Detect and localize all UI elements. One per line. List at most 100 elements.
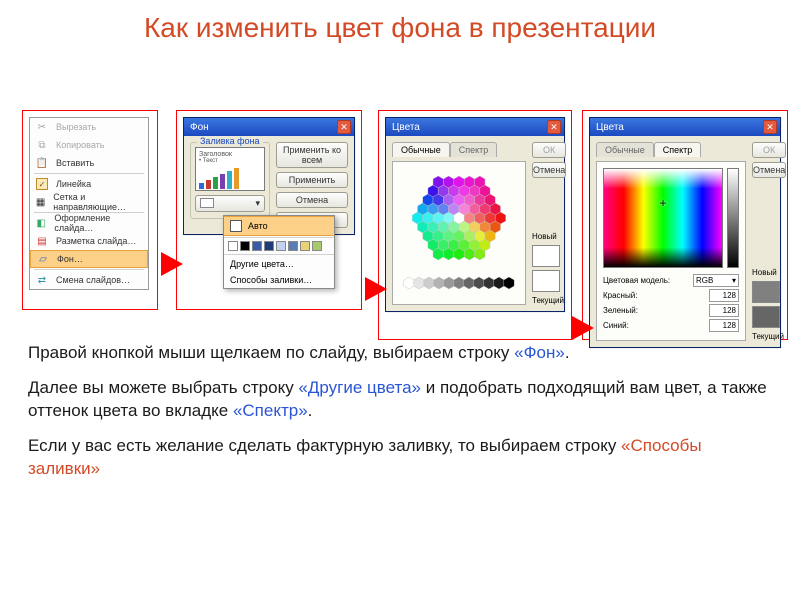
model-label: Цветовая модель: xyxy=(603,276,670,285)
popup-auto[interactable]: Авто xyxy=(224,216,334,236)
menu-change-label: Смена слайдов… xyxy=(56,275,130,285)
color-swatch[interactable] xyxy=(264,241,274,251)
model-value: RGB xyxy=(696,276,713,285)
color-swatch[interactable] xyxy=(288,241,298,251)
chevron-down-icon: ▾ xyxy=(255,198,260,209)
color-popup: Авто Другие цвета… Способы заливки… xyxy=(223,215,335,289)
menu-grid-label: Сетка и направляющие… xyxy=(53,192,142,212)
tabs: Обычные Спектр xyxy=(392,142,526,157)
arrow-icon xyxy=(365,277,387,301)
auto-swatch-icon xyxy=(230,220,242,232)
menu-copy[interactable]: ⧉ Копировать xyxy=(30,136,148,154)
luminance-slider[interactable] xyxy=(727,168,739,268)
hl-spectrum: «Спектр» xyxy=(233,401,308,420)
page-title: Как изменить цвет фона в презентации xyxy=(0,0,800,52)
close-icon[interactable]: ✕ xyxy=(763,120,777,134)
preview-bar xyxy=(199,183,204,189)
layout-icon: ▤ xyxy=(34,234,50,248)
tab-standard[interactable]: Обычные xyxy=(596,142,654,157)
menu-paste[interactable]: 📋 Вставить xyxy=(30,154,148,172)
g-input[interactable] xyxy=(709,304,739,317)
model-select[interactable]: RGB ▾ xyxy=(693,274,739,287)
close-icon[interactable]: ✕ xyxy=(337,120,351,134)
new-label: Новый xyxy=(532,232,566,241)
color-swatch[interactable] xyxy=(240,241,250,251)
design-icon: ◧ xyxy=(34,216,48,230)
separator xyxy=(224,237,334,238)
menu-ruler[interactable]: ✓ Линейка xyxy=(30,175,148,193)
separator xyxy=(34,173,144,174)
menu-grid[interactable]: ▦ Сетка и направляющие… xyxy=(30,193,148,211)
cancel-button[interactable]: Отмена xyxy=(532,162,566,178)
menu-cut-label: Вырезать xyxy=(56,122,96,132)
tab-spectrum[interactable]: Спектр xyxy=(450,142,498,157)
popup-more-label: Другие цвета… xyxy=(230,259,294,269)
panel-fill-dialog: Фон ✕ Заливка фона Заголовок • Текст xyxy=(176,110,362,310)
context-menu: ✂ Вырезать ⧉ Копировать 📋 Вставить ✓ Лин… xyxy=(29,117,149,290)
panels-area: ✂ Вырезать ⧉ Копировать 📋 Вставить ✓ Лин… xyxy=(0,52,800,332)
preview-bar xyxy=(220,174,225,189)
current-label: Текущий xyxy=(752,332,786,341)
spectrum-picker[interactable]: + xyxy=(603,168,723,268)
colors-std-titlebar: Цвета ✕ xyxy=(386,118,564,136)
preview-bar xyxy=(206,180,211,189)
ok-button[interactable]: ОК xyxy=(532,142,566,158)
r-input[interactable] xyxy=(709,289,739,302)
apply-button[interactable]: Применить xyxy=(276,172,348,188)
popup-fill-label: Способы заливки… xyxy=(230,275,312,285)
honeycomb-picker[interactable] xyxy=(399,168,519,268)
color-swatch[interactable] xyxy=(252,241,262,251)
arrow-icon xyxy=(161,252,183,276)
preview-bar xyxy=(234,168,239,189)
apply-all-button[interactable]: Применить ко всем xyxy=(276,142,348,168)
menu-change[interactable]: ⇄ Смена слайдов… xyxy=(30,271,148,289)
hl-more-colors: «Другие цвета» xyxy=(298,378,421,397)
new-color-swatch xyxy=(532,245,560,267)
menu-layout-label: Разметка слайда… xyxy=(56,236,136,246)
color-swatch[interactable] xyxy=(312,241,322,251)
tab-standard[interactable]: Обычные xyxy=(392,142,450,157)
colors-spec-dialog: Цвета ✕ Обычные Спектр + xyxy=(589,117,781,348)
explanation: Правой кнопкой мыши щелкаем по слайду, в… xyxy=(0,332,800,503)
current-color-swatch xyxy=(532,270,560,292)
new-color-swatch xyxy=(752,281,780,303)
popup-more-colors[interactable]: Другие цвета… xyxy=(224,256,334,272)
color-swatch[interactable] xyxy=(228,241,238,251)
chevron-down-icon: ▾ xyxy=(732,276,736,285)
fill-dialog-title: Фон xyxy=(190,122,209,133)
explain-p3: Если у вас есть желание сделать фактурну… xyxy=(28,435,772,481)
grayscale-strip[interactable] xyxy=(399,270,519,296)
b-label: Синий: xyxy=(603,321,629,330)
color-swatch[interactable] xyxy=(300,241,310,251)
close-icon[interactable]: ✕ xyxy=(547,120,561,134)
menu-cut[interactable]: ✂ Вырезать xyxy=(30,118,148,136)
new-label: Новый xyxy=(752,268,786,277)
cancel-button[interactable]: Отмена xyxy=(752,162,786,178)
tab-page-spectrum: + Цветовая модель: RGB ▾ Красный: xyxy=(596,161,746,341)
arrow-icon xyxy=(572,316,594,340)
preview-bullet: • Текст xyxy=(199,158,261,164)
popup-swatches xyxy=(224,239,334,253)
tab-page-standard xyxy=(392,161,526,305)
preview-title: Заголовок xyxy=(199,151,261,158)
fill-groupbox: Заливка фона Заголовок • Текст ▾ xyxy=(190,142,270,219)
cancel-button[interactable]: Отмена xyxy=(276,192,348,208)
menu-background-label: Фон… xyxy=(57,254,83,264)
menu-paste-label: Вставить xyxy=(56,158,94,168)
popup-fill-methods[interactable]: Способы заливки… xyxy=(224,272,334,288)
colors-std-title: Цвета xyxy=(392,122,420,133)
b-input[interactable] xyxy=(709,319,739,332)
ok-button[interactable]: ОК xyxy=(752,142,786,158)
fill-dropdown[interactable]: ▾ xyxy=(195,195,265,212)
panel-context-menu: ✂ Вырезать ⧉ Копировать 📋 Вставить ✓ Лин… xyxy=(22,110,158,310)
colors-spec-title: Цвета xyxy=(596,122,624,133)
preview-bar xyxy=(227,171,232,189)
menu-layout[interactable]: ▤ Разметка слайда… xyxy=(30,232,148,250)
menu-background[interactable]: ▱ Фон… xyxy=(30,250,148,268)
tab-spectrum[interactable]: Спектр xyxy=(654,142,702,157)
color-swatch[interactable] xyxy=(276,241,286,251)
menu-design[interactable]: ◧ Оформление слайда… xyxy=(30,214,148,232)
preview-chart xyxy=(199,168,261,189)
hl-background: «Фон» xyxy=(514,343,565,362)
separator xyxy=(224,254,334,255)
